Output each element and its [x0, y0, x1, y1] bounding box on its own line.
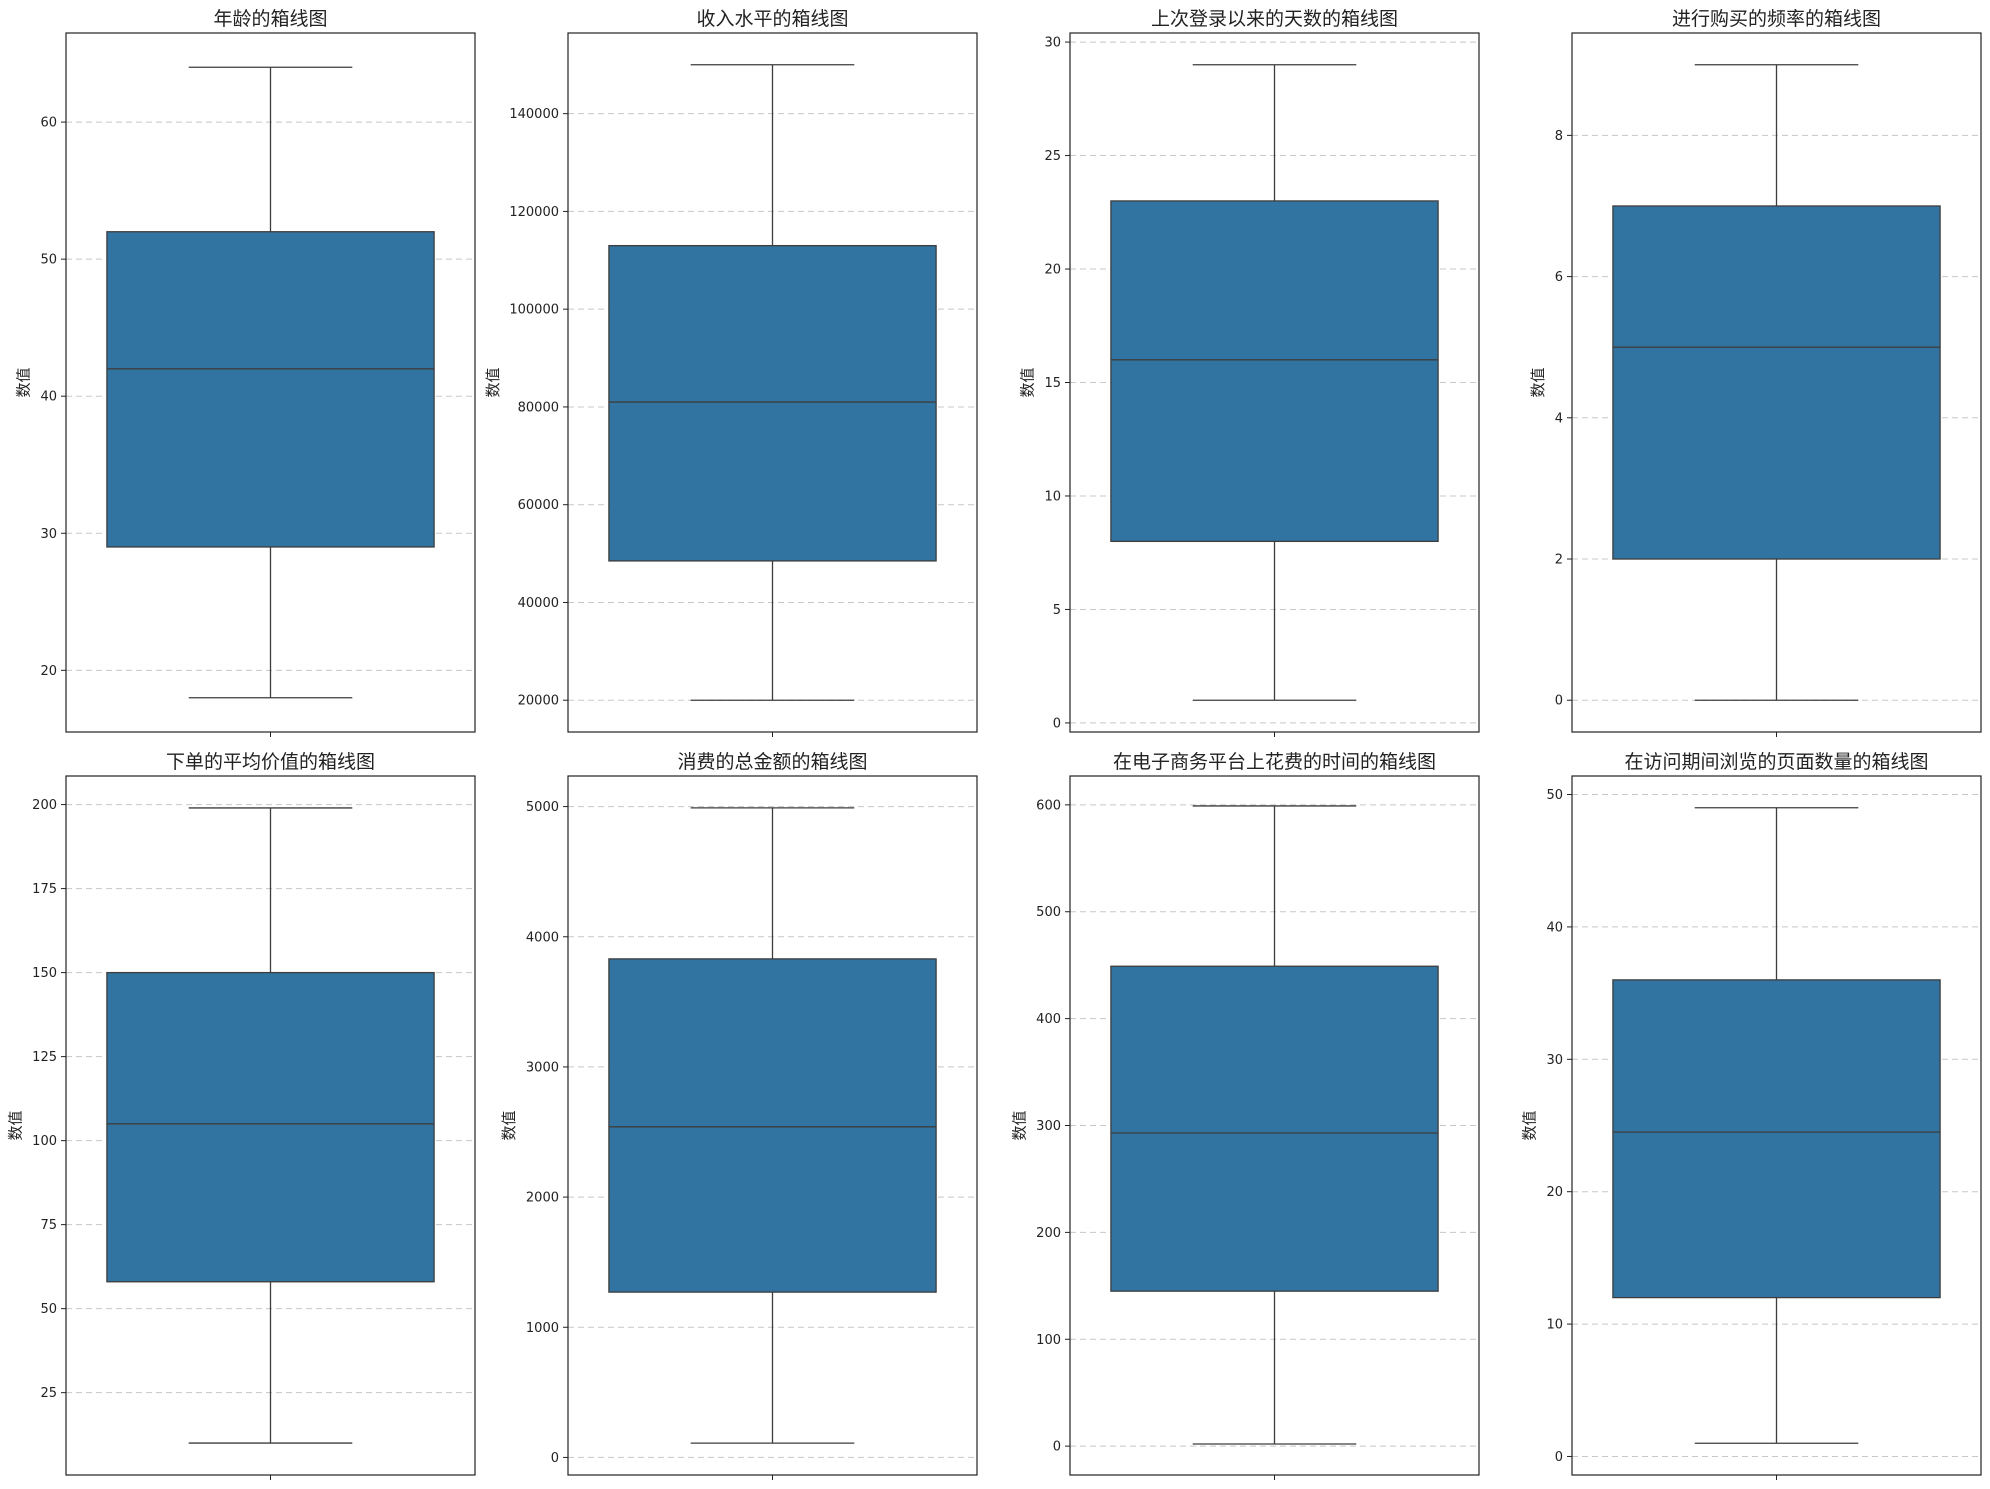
y-tick-label: 2000	[526, 1191, 559, 1206]
y-tick-label: 30	[1044, 36, 1061, 51]
y-tick-label: 20	[1546, 1185, 1563, 1200]
y-tick-label: 50	[40, 1302, 57, 1317]
chart-title: 收入水平的箱线图	[696, 8, 848, 30]
y-axis-label: 数值	[6, 1110, 24, 1140]
iqr-box	[1110, 965, 1439, 1292]
y-tick-label: 60000	[518, 498, 559, 513]
iqr-box	[106, 971, 435, 1283]
y-tick-label: 60	[40, 116, 57, 131]
y-axis-label: 数值	[1019, 367, 1037, 397]
chart-title: 年龄的箱线图	[213, 8, 327, 30]
y-tick-label: 15	[1044, 376, 1061, 391]
y-tick-label: 2	[1555, 553, 1563, 568]
y-tick-label: 125	[32, 1050, 57, 1065]
y-axis-label: 数值	[500, 1110, 518, 1140]
y-tick-label: 4	[1555, 411, 1563, 426]
y-tick-label: 40000	[518, 596, 559, 611]
y-tick-label: 5000	[526, 800, 559, 815]
chart-title: 进行购买的频率的箱线图	[1672, 8, 1881, 30]
y-tick-label: 1000	[526, 1321, 559, 1336]
y-tick-label: 400	[1036, 1012, 1061, 1027]
chart-title: 下单的平均价值的箱线图	[166, 751, 375, 773]
y-tick-label: 40	[40, 390, 57, 405]
y-tick-label: 100	[1036, 1333, 1061, 1348]
y-tick-label: 20	[40, 664, 57, 679]
y-tick-label: 200	[1036, 1226, 1061, 1241]
y-axis-label: 数值	[1521, 1110, 1539, 1140]
boxplot-panel: 20000 40000 60000 80000 100000 120000 140000 收入…	[484, 8, 978, 737]
y-tick-label: 6	[1555, 270, 1563, 285]
iqr-box	[1110, 200, 1439, 543]
y-tick-label: 25	[40, 1386, 57, 1401]
y-tick-label: 150	[32, 966, 57, 981]
iqr-box	[608, 958, 937, 1293]
chart-title: 消费的总金额的箱线图	[677, 751, 867, 773]
iqr-box	[1612, 979, 1941, 1299]
chart-title: 在访问期间浏览的页面数量的箱线图	[1624, 751, 1928, 773]
y-axis-label: 数值	[1529, 367, 1547, 397]
y-axis-label: 数值	[15, 367, 33, 397]
y-tick-label: 300	[1036, 1119, 1061, 1134]
y-tick-label: 5	[1053, 603, 1061, 618]
y-axis-label: 数值	[484, 367, 502, 397]
y-tick-label: 200	[32, 798, 57, 813]
y-tick-label: 50	[40, 253, 57, 268]
iqr-box	[608, 244, 937, 562]
iqr-box	[106, 231, 435, 548]
y-tick-label: 20000	[518, 694, 559, 709]
y-tick-label: 50	[1546, 788, 1563, 803]
y-tick-label: 600	[1036, 798, 1061, 813]
y-axis-label: 数值	[1010, 1110, 1028, 1140]
y-tick-label: 120000	[509, 205, 559, 220]
y-tick-label: 30	[1546, 1053, 1563, 1068]
y-tick-label: 75	[40, 1218, 57, 1233]
y-tick-label: 100000	[509, 303, 559, 318]
chart-title: 在电子商务平台上花费的时间的箱线图	[1113, 751, 1436, 773]
y-tick-label: 4000	[526, 930, 559, 945]
iqr-box	[1612, 205, 1941, 560]
y-tick-label: 0	[1555, 1450, 1563, 1465]
y-tick-label: 10	[1044, 489, 1061, 504]
chart-title: 上次登录以来的天数的箱线图	[1151, 8, 1398, 30]
y-tick-label: 500	[1036, 905, 1061, 920]
y-tick-label: 30	[40, 527, 57, 542]
y-tick-label: 140000	[509, 107, 559, 122]
y-tick-label: 8	[1555, 129, 1563, 144]
y-tick-label: 10	[1546, 1318, 1563, 1333]
y-tick-label: 0	[1053, 716, 1061, 731]
y-tick-label: 0	[1555, 694, 1563, 709]
y-tick-label: 25	[1044, 149, 1061, 164]
y-tick-label: 0	[551, 1451, 559, 1466]
y-tick-label: 80000	[518, 400, 559, 415]
y-tick-label: 100	[32, 1134, 57, 1149]
y-tick-label: 175	[32, 882, 57, 897]
y-tick-label: 40	[1546, 920, 1563, 935]
y-tick-label: 3000	[526, 1060, 559, 1075]
y-tick-label: 0	[1053, 1440, 1061, 1455]
y-tick-label: 20	[1044, 263, 1061, 278]
